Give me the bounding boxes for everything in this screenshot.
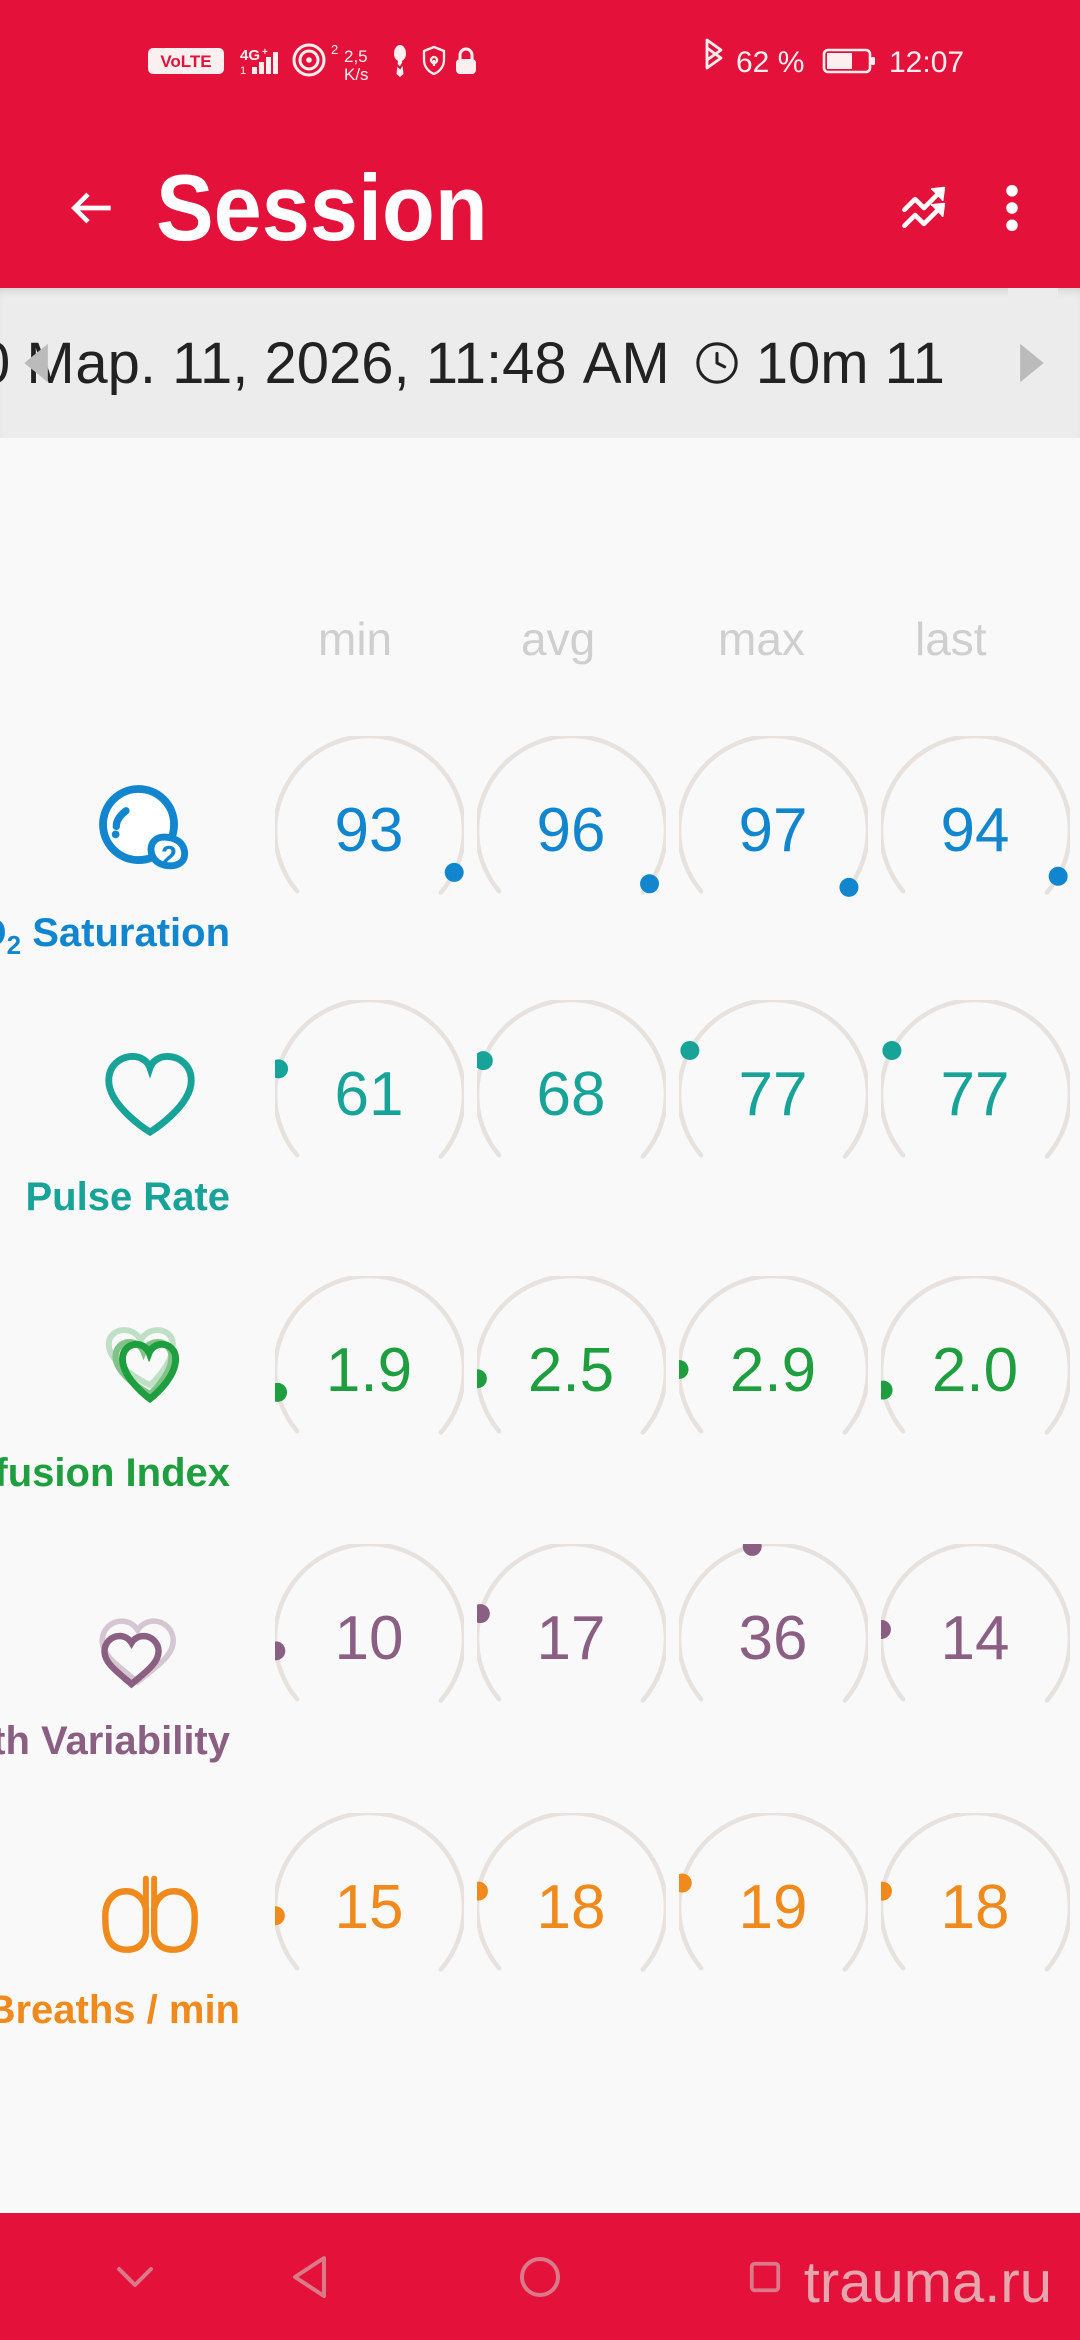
svg-text:1: 1 <box>240 65 246 77</box>
svg-text:2: 2 <box>331 42 338 57</box>
svg-text:12:07: 12:07 <box>889 46 964 79</box>
svg-text:2,5: 2,5 <box>344 47 368 66</box>
svg-text:K/s: K/s <box>344 65 369 82</box>
svg-text:2: 2 <box>161 841 177 873</box>
svg-text:4G: 4G <box>240 47 260 64</box>
svg-text:VoLTE: VoLTE <box>160 52 211 71</box>
svg-text:62 %: 62 % <box>736 46 804 79</box>
svg-text:+: + <box>262 47 268 58</box>
